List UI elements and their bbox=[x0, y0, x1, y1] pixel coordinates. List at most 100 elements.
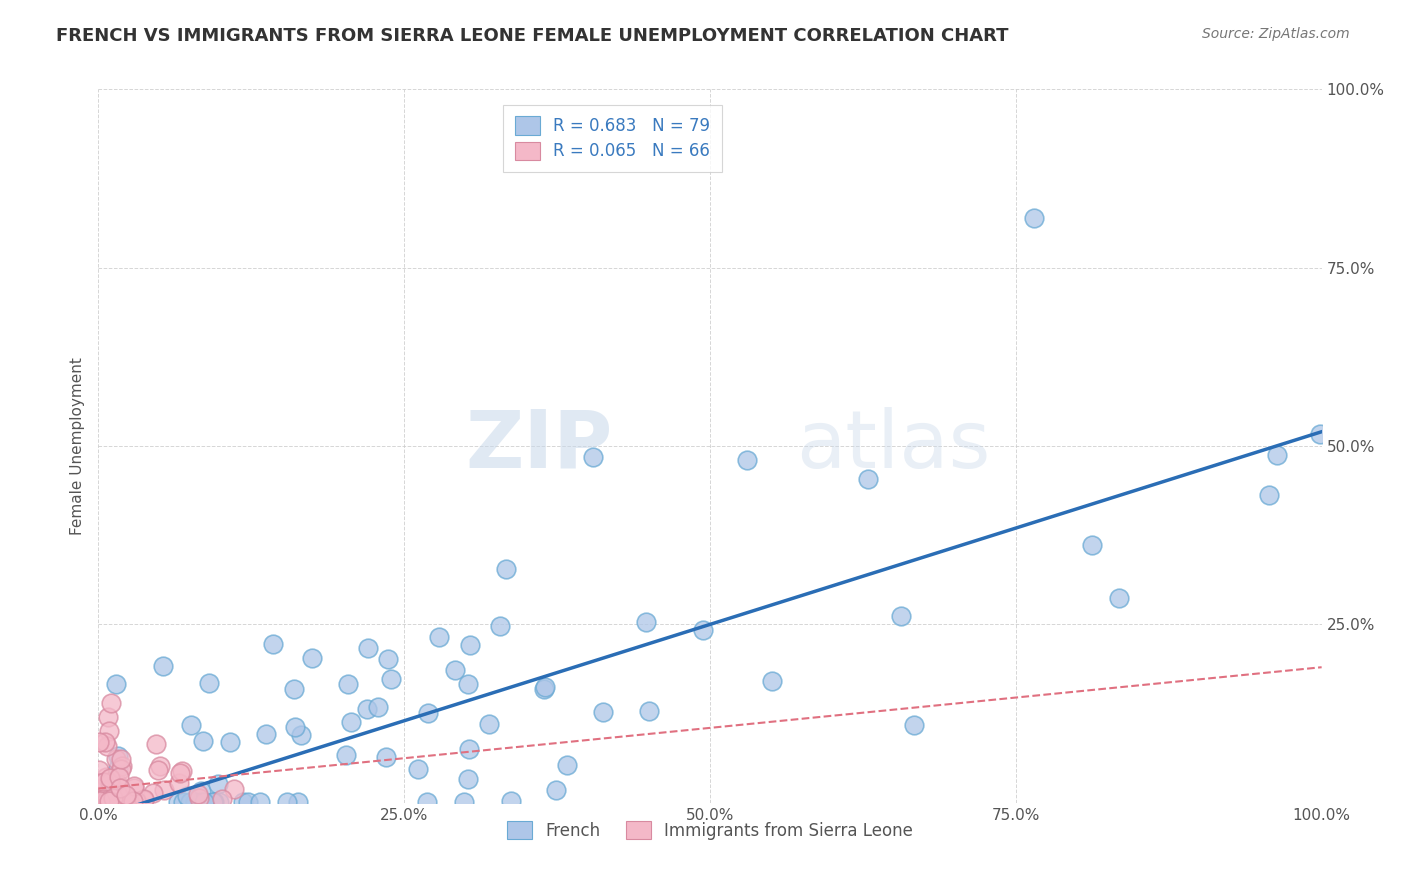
Point bbox=[638, 705, 661, 719]
Point bbox=[100, 795, 122, 809]
Point bbox=[93, 792, 115, 806]
Point bbox=[87, 793, 110, 807]
Point bbox=[89, 794, 111, 808]
Point bbox=[134, 791, 156, 805]
Point bbox=[408, 762, 430, 776]
Point bbox=[183, 795, 205, 809]
Point bbox=[153, 783, 176, 797]
Point bbox=[457, 772, 479, 787]
Legend: French, Immigrants from Sierra Leone: French, Immigrants from Sierra Leone bbox=[499, 813, 921, 848]
Point bbox=[211, 792, 233, 806]
Point bbox=[208, 795, 231, 809]
Point bbox=[201, 795, 224, 809]
Point bbox=[249, 795, 271, 809]
Point bbox=[187, 788, 209, 802]
Point bbox=[104, 791, 127, 805]
Point bbox=[418, 706, 440, 720]
Point bbox=[202, 795, 225, 809]
Point bbox=[87, 763, 110, 777]
Point bbox=[114, 789, 136, 804]
Point bbox=[98, 724, 121, 739]
Point bbox=[107, 777, 129, 791]
Point bbox=[283, 681, 305, 696]
Point bbox=[443, 663, 465, 677]
Point bbox=[692, 624, 714, 638]
Point bbox=[761, 673, 783, 688]
Point bbox=[167, 795, 190, 809]
Point bbox=[96, 739, 118, 753]
Point bbox=[172, 795, 194, 809]
Point bbox=[198, 675, 221, 690]
Point bbox=[287, 795, 309, 809]
Point bbox=[107, 770, 129, 784]
Point bbox=[415, 795, 437, 809]
Point bbox=[453, 795, 475, 809]
Point bbox=[98, 771, 121, 785]
Point bbox=[101, 791, 124, 805]
Point bbox=[87, 789, 110, 804]
Point bbox=[555, 758, 578, 772]
Point bbox=[193, 795, 215, 809]
Point bbox=[122, 780, 145, 795]
Point bbox=[232, 795, 254, 809]
Point bbox=[115, 788, 138, 802]
Point bbox=[458, 742, 481, 756]
Text: ZIP: ZIP bbox=[465, 407, 612, 485]
Point bbox=[735, 453, 758, 467]
Point bbox=[582, 450, 605, 464]
Point bbox=[176, 789, 198, 804]
Point bbox=[96, 770, 118, 784]
Point bbox=[193, 734, 215, 748]
Point bbox=[104, 782, 127, 797]
Point bbox=[111, 759, 134, 773]
Point bbox=[890, 609, 912, 624]
Point bbox=[91, 789, 114, 803]
Point bbox=[114, 788, 136, 802]
Point bbox=[180, 717, 202, 731]
Point bbox=[335, 747, 357, 762]
Point bbox=[201, 795, 224, 809]
Point bbox=[149, 758, 172, 772]
Point bbox=[458, 638, 481, 652]
Point bbox=[238, 795, 260, 809]
Point bbox=[546, 783, 568, 797]
Point bbox=[634, 615, 657, 629]
Point bbox=[89, 780, 111, 794]
Point bbox=[94, 791, 117, 805]
Point bbox=[499, 794, 522, 808]
Point bbox=[100, 774, 122, 789]
Point bbox=[170, 764, 193, 779]
Point bbox=[87, 791, 110, 805]
Point bbox=[89, 776, 111, 790]
Point bbox=[104, 752, 127, 766]
Point bbox=[87, 735, 110, 749]
Point bbox=[105, 794, 128, 808]
Point bbox=[224, 781, 246, 796]
Point bbox=[94, 735, 117, 749]
Point bbox=[190, 795, 212, 809]
Point bbox=[495, 562, 517, 576]
Point bbox=[903, 717, 925, 731]
Point bbox=[457, 677, 479, 691]
Point bbox=[301, 651, 323, 665]
Point bbox=[1257, 487, 1279, 501]
Point bbox=[108, 785, 131, 799]
Text: FRENCH VS IMMIGRANTS FROM SIERRA LEONE FEMALE UNEMPLOYMENT CORRELATION CHART: FRENCH VS IMMIGRANTS FROM SIERRA LEONE F… bbox=[56, 27, 1008, 45]
Point bbox=[533, 680, 555, 694]
Point bbox=[1080, 538, 1102, 552]
Point bbox=[97, 710, 120, 724]
Point bbox=[380, 672, 402, 686]
Point bbox=[100, 696, 122, 710]
Point bbox=[856, 472, 879, 486]
Point bbox=[1024, 211, 1046, 225]
Point bbox=[533, 682, 555, 697]
Point bbox=[377, 652, 399, 666]
Point bbox=[219, 735, 242, 749]
Point bbox=[254, 727, 277, 741]
Point bbox=[122, 794, 145, 808]
Point bbox=[124, 779, 146, 793]
Point bbox=[100, 781, 122, 796]
Point bbox=[336, 677, 359, 691]
Point bbox=[98, 794, 121, 808]
Point bbox=[94, 791, 117, 805]
